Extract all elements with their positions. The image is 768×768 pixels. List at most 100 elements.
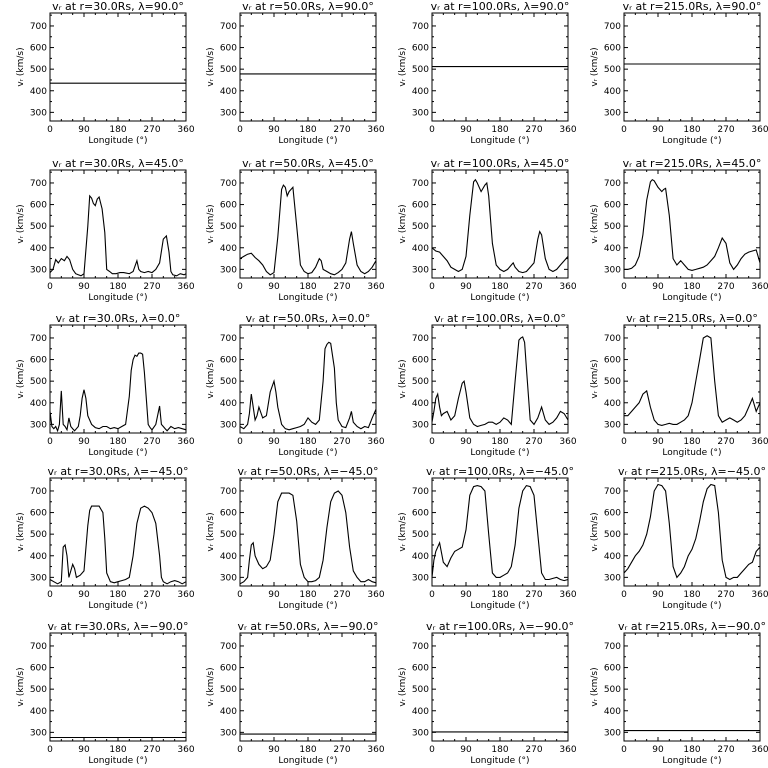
x-tick-label: 180 <box>299 282 316 292</box>
plot-frame <box>239 12 377 122</box>
x-tick-label: 90 <box>78 590 90 600</box>
x-tick-label: 180 <box>491 125 508 135</box>
y-tick-label: 600 <box>412 664 429 674</box>
x-tick-label: 180 <box>109 437 126 447</box>
y-tick-label: 600 <box>604 509 621 519</box>
plot-frame <box>431 632 569 742</box>
x-tick-label: 0 <box>621 282 627 292</box>
y-tick-label: 400 <box>412 707 429 717</box>
y-tick-label: 700 <box>220 642 237 652</box>
y-tick-label: 700 <box>604 22 621 32</box>
x-tick-label: 0 <box>429 745 435 755</box>
y-axis-label: vᵣ (km/s) <box>590 512 600 551</box>
x-tick-label: 360 <box>177 437 194 447</box>
y-tick-label: 600 <box>604 664 621 674</box>
chart-panel-14: vᵣ at r=100.0Rs, λ=−45.0° 0 90 180 270 360 300… <box>398 465 577 611</box>
y-tick-label: 400 <box>412 87 429 97</box>
x-tick-label: 180 <box>109 125 126 135</box>
y-tick-label: 300 <box>412 108 429 118</box>
y-tick-label: 600 <box>30 664 47 674</box>
x-tick-label: 90 <box>78 125 90 135</box>
x-axis-label: Longitude (°) <box>88 293 147 303</box>
y-tick-label: 500 <box>412 65 429 75</box>
x-tick-label: 0 <box>429 282 435 292</box>
y-axis-label: vᵣ (km/s) <box>206 359 216 398</box>
x-tick-label: 90 <box>268 745 280 755</box>
y-tick-label: 700 <box>220 179 237 189</box>
vr-series-line <box>431 178 569 274</box>
chart-title: vᵣ at r=30.0Rs, λ=45.0° <box>52 157 184 170</box>
y-tick-label: 300 <box>30 420 47 430</box>
y-tick-label: 300 <box>30 728 47 738</box>
y-axis-label: vᵣ (km/s) <box>590 204 600 243</box>
y-tick-label: 600 <box>30 509 47 519</box>
y-tick-label: 600 <box>412 201 429 211</box>
x-tick-label: 90 <box>78 282 90 292</box>
x-tick-label: 90 <box>460 125 472 135</box>
y-tick-label: 700 <box>412 487 429 497</box>
chart-panel-17: vᵣ at r=50.0Rs, λ=−90.0° 0 90 180 270 360 300 4… <box>206 620 385 766</box>
y-tick-label: 500 <box>30 377 47 387</box>
plot-frame <box>431 477 569 587</box>
chart-panel-9: vᵣ at r=50.0Rs, λ=0.0° 0 90 180 270 360 300 400… <box>206 312 385 458</box>
y-tick-label: 500 <box>220 530 237 540</box>
chart-panel-7: vᵣ at r=215.0Rs, λ=45.0° 0 90 180 270 360 300 4… <box>590 157 768 303</box>
chart-title: vᵣ at r=215.0Rs, λ=−90.0° <box>618 620 766 633</box>
y-tick-label: 400 <box>220 399 237 409</box>
y-tick-label: 400 <box>30 399 47 409</box>
y-tick-label: 500 <box>220 377 237 387</box>
y-axis-label: vᵣ (km/s) <box>16 359 26 398</box>
x-axis-label: Longitude (°) <box>88 136 147 146</box>
y-tick-label: 300 <box>30 265 47 275</box>
y-tick-label: 300 <box>604 108 621 118</box>
y-axis-label: vᵣ (km/s) <box>206 667 216 706</box>
y-tick-label: 500 <box>604 222 621 232</box>
y-tick-label: 400 <box>604 707 621 717</box>
chart-title: vᵣ at r=50.0Rs, λ=45.0° <box>242 157 374 170</box>
chart-title: vᵣ at r=100.0Rs, λ=45.0° <box>431 157 570 170</box>
y-axis-label: vᵣ (km/s) <box>398 47 408 86</box>
x-tick-label: 270 <box>333 590 350 600</box>
x-tick-label: 90 <box>652 590 664 600</box>
y-tick-label: 400 <box>604 399 621 409</box>
y-tick-label: 300 <box>412 420 429 430</box>
chart-panel-5: vᵣ at r=50.0Rs, λ=45.0° 0 90 180 270 360 300 40… <box>206 157 385 303</box>
x-tick-label: 270 <box>143 437 160 447</box>
chart-title: vᵣ at r=50.0Rs, λ=−45.0° <box>238 465 379 478</box>
x-tick-label: 180 <box>109 745 126 755</box>
y-tick-label: 400 <box>604 552 621 562</box>
x-tick-label: 270 <box>525 590 542 600</box>
x-tick-label: 0 <box>429 125 435 135</box>
x-tick-label: 270 <box>717 282 734 292</box>
x-tick-label: 360 <box>559 437 576 447</box>
x-tick-label: 360 <box>177 125 194 135</box>
y-tick-label: 700 <box>412 642 429 652</box>
vr-series-line <box>624 178 761 271</box>
y-tick-label: 600 <box>220 509 237 519</box>
x-tick-label: 360 <box>559 745 576 755</box>
x-tick-label: 0 <box>237 437 243 447</box>
x-axis-label: Longitude (°) <box>470 601 529 611</box>
y-tick-label: 500 <box>604 65 621 75</box>
y-axis-label: vᵣ (km/s) <box>206 204 216 243</box>
y-tick-label: 400 <box>30 552 47 562</box>
y-tick-label: 700 <box>220 22 237 32</box>
x-tick-label: 270 <box>143 282 160 292</box>
y-tick-label: 600 <box>220 44 237 54</box>
x-tick-label: 270 <box>717 590 734 600</box>
chart-title: vᵣ at r=100.0Rs, λ=90.0° <box>431 0 570 13</box>
y-tick-label: 700 <box>412 334 429 344</box>
x-tick-label: 0 <box>621 590 627 600</box>
y-tick-label: 300 <box>604 420 621 430</box>
x-tick-label: 0 <box>47 437 53 447</box>
y-tick-label: 700 <box>604 179 621 189</box>
y-axis-label: vᵣ (km/s) <box>16 667 26 706</box>
x-tick-label: 180 <box>683 282 700 292</box>
x-tick-label: 270 <box>525 745 542 755</box>
y-tick-label: 500 <box>412 530 429 540</box>
y-tick-label: 600 <box>604 201 621 211</box>
x-tick-label: 0 <box>429 437 435 447</box>
x-tick-label: 360 <box>751 437 768 447</box>
y-axis-label: vᵣ (km/s) <box>590 359 600 398</box>
x-tick-label: 270 <box>333 125 350 135</box>
